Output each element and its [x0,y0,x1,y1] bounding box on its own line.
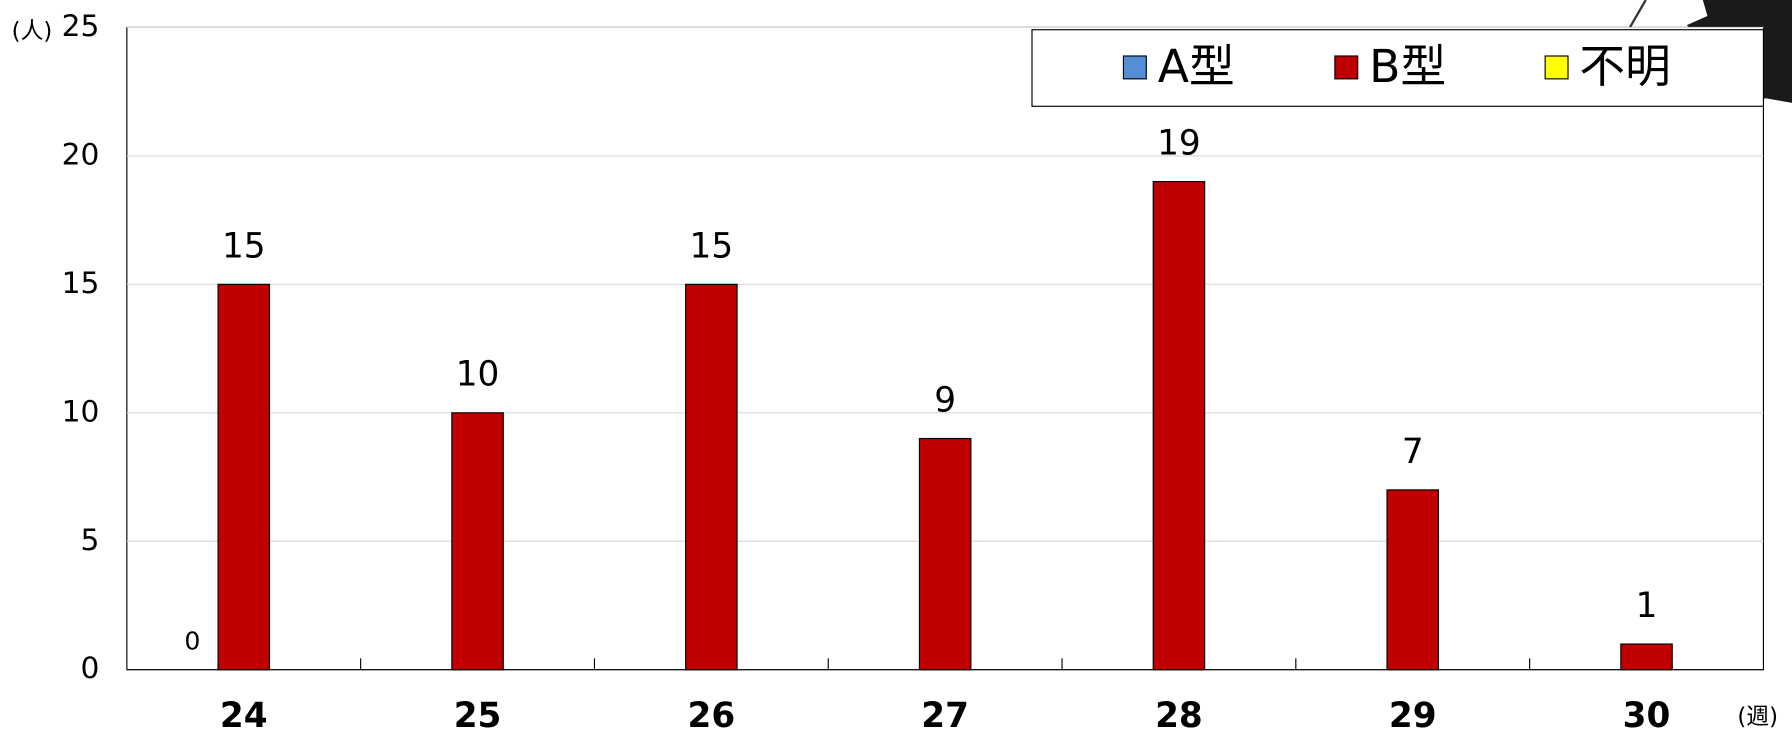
legend-label: 不明 [1579,40,1670,93]
y-tick-label: 5 [81,523,100,558]
value-label: 10 [456,355,500,395]
legend-label: B型 [1369,40,1446,93]
legend-swatch [1334,55,1359,80]
value-label: 7 [1402,432,1424,472]
x-tick-label: 26 [688,696,736,736]
x-tick-label: 25 [454,696,502,736]
y-tick-label: 10 [62,394,100,429]
value-label: 9 [934,380,956,420]
x-tick-label: 28 [1155,696,1203,736]
x-tick-label: 27 [921,696,969,736]
x-tick-label: 30 [1623,696,1671,736]
legend-swatch [1544,55,1569,80]
value-label: 19 [1157,124,1201,164]
x-tick-label: 24 [220,696,268,736]
y-tick-label: 15 [62,266,100,301]
bar [1386,489,1440,671]
x-unit: (週) [1737,704,1778,730]
value-label: 15 [690,226,734,266]
value-label: 1 [1636,586,1658,626]
legend: A型 B型 不明 [1031,29,1764,107]
value-label: 15 [222,226,266,266]
legend-label: A型 [1158,40,1235,93]
y-unit: (人) [12,18,53,44]
bar [918,437,972,671]
value-label: 0 [184,626,200,655]
y-tick-label: 20 [62,137,100,172]
y-tick-label: 0 [81,651,100,686]
legend-swatch [1122,55,1147,80]
y-tick-label: 25 [62,9,100,44]
bar [685,283,738,671]
bar [217,283,271,671]
legend-box [1031,29,1764,107]
bar [1620,643,1673,671]
bar [1152,181,1206,671]
x-tick-label: 29 [1389,696,1437,736]
bar [451,412,504,671]
